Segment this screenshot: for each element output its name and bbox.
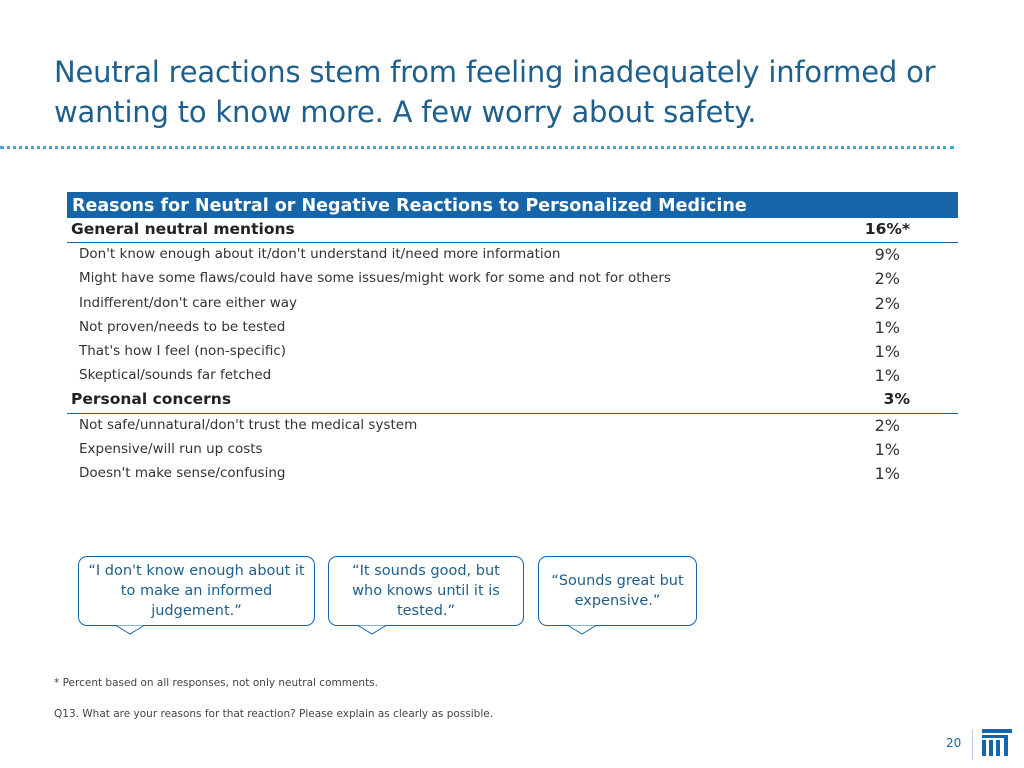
table-row: That's how I feel (non-specific) 1% [67, 340, 958, 364]
company-logo-icon [982, 728, 1012, 763]
row-value: 1% [874, 439, 900, 459]
row-label: Expensive/will run up costs [79, 440, 263, 457]
row-value: 1% [874, 317, 900, 337]
table-section-row: Personal concerns 3% [67, 388, 958, 414]
reasons-table: Reasons for Neutral or Negative Reaction… [67, 192, 958, 486]
speech-pointer-icon [357, 625, 387, 635]
row-label: Might have some flaws/could have some is… [79, 270, 671, 287]
quote-bubble: “It sounds good, but who knows until it … [328, 556, 524, 636]
table-header: Reasons for Neutral or Negative Reaction… [67, 192, 958, 218]
row-value: 1% [874, 463, 900, 483]
table-row: Indifferent/don't care either way 2% [67, 292, 958, 316]
quote-text: “I don't know enough about it to make an… [78, 556, 315, 626]
footnote-asterisk: * Percent based on all responses, not on… [54, 677, 378, 689]
row-value: 3% [883, 390, 910, 409]
footnote-question: Q13. What are your reasons for that reac… [54, 708, 494, 720]
row-value: 16%* [864, 220, 910, 238]
quote-bubble: “I don't know enough about it to make an… [78, 556, 315, 636]
quote-text: “Sounds great but expensive.” [538, 556, 697, 626]
row-label: Not proven/needs to be tested [79, 318, 286, 335]
row-value: 1% [874, 366, 900, 386]
row-label: General neutral mentions [71, 220, 295, 238]
table-row: Not safe/unnatural/don't trust the medic… [67, 414, 958, 438]
quote-text: “It sounds good, but who knows until it … [328, 556, 524, 626]
row-label: Skeptical/sounds far fetched [79, 367, 272, 384]
row-value: 2% [874, 415, 900, 435]
table-row: Skeptical/sounds far fetched 1% [67, 364, 958, 388]
row-label: Not safe/unnatural/don't trust the medic… [79, 416, 418, 433]
logo-divider [972, 730, 973, 760]
row-value: 2% [874, 269, 900, 289]
table-row: Might have some flaws/could have some is… [67, 267, 958, 291]
row-label: Don't know enough about it/don't underst… [79, 246, 561, 263]
quote-bubble: “Sounds great but expensive.” [538, 556, 697, 636]
table-body: General neutral mentions 16%* Don't know e… [67, 218, 958, 486]
page-number: 20 [946, 736, 962, 750]
row-value: 9% [874, 245, 900, 265]
row-value: 2% [874, 293, 900, 313]
speech-pointer-icon [567, 625, 597, 635]
row-label: Personal concerns [71, 390, 232, 409]
table-row: Expensive/will run up costs 1% [67, 438, 958, 462]
title-divider [0, 146, 954, 149]
table-section-row: General neutral mentions 16%* [67, 218, 958, 244]
row-value: 1% [874, 341, 900, 361]
row-label: Indifferent/don't care either way [79, 294, 298, 311]
row-label: Doesn't make sense/confusing [79, 464, 286, 481]
table-row: Doesn't make sense/confusing 1% [67, 462, 958, 486]
speech-pointer-icon [115, 625, 145, 635]
table-row: Don't know enough about it/don't underst… [67, 243, 958, 267]
table-row: Not proven/needs to be tested 1% [67, 316, 958, 340]
row-label: That's how I feel (non-specific) [79, 342, 287, 359]
slide-title: Neutral reactions stem from feeling inad… [54, 55, 936, 129]
